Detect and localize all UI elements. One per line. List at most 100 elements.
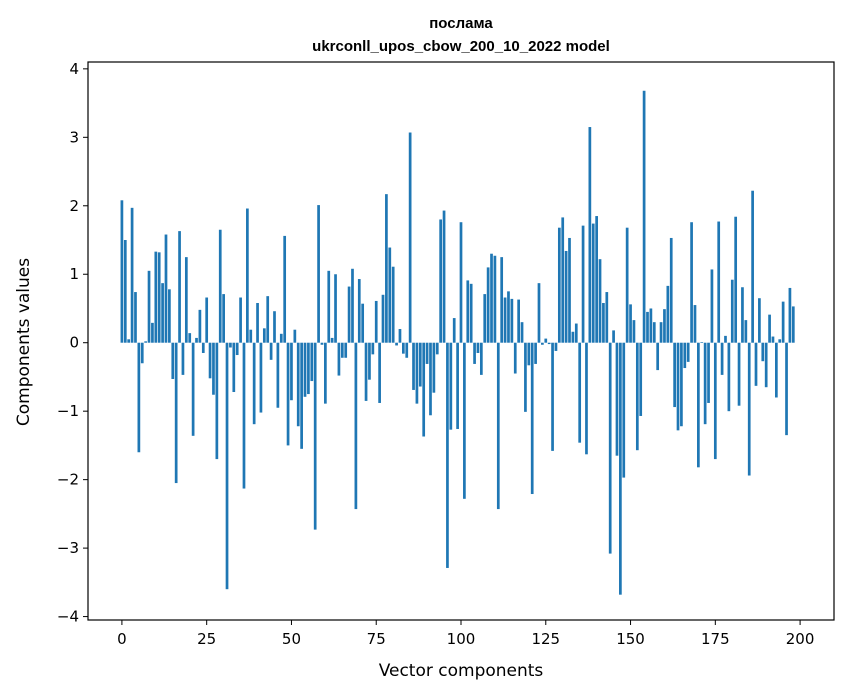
bar-156 (649, 308, 653, 343)
y-tick-label: −2 (57, 471, 79, 489)
bar-158 (656, 342, 660, 371)
bar-179 (727, 342, 731, 412)
bar-152 (635, 342, 639, 451)
bar-187 (754, 342, 758, 386)
bar-118 (520, 322, 524, 343)
bar-64 (337, 342, 341, 376)
bar-120 (527, 342, 531, 366)
bar-0 (120, 200, 124, 343)
bar-116 (513, 342, 517, 374)
bar-123 (537, 283, 541, 343)
bar-18 (181, 342, 185, 375)
bar-173 (707, 342, 710, 403)
bar-85 (408, 132, 412, 343)
bar-112 (500, 257, 504, 343)
bar-155 (646, 311, 649, 343)
y-tick-label: 2 (69, 197, 79, 215)
bar-6 (140, 342, 144, 364)
y-tick-label: −1 (57, 402, 79, 420)
bar-88 (418, 342, 422, 387)
bar-194 (778, 339, 782, 343)
bar-16 (174, 342, 178, 484)
bar-136 (581, 225, 585, 343)
bar-177 (720, 342, 724, 375)
bar-190 (764, 342, 768, 388)
bar-23 (198, 309, 202, 343)
bar-46 (276, 342, 280, 408)
bar-115 (510, 298, 514, 343)
bar-58 (317, 205, 320, 343)
bar-159 (659, 322, 663, 343)
bar-80 (391, 266, 395, 343)
bar-17 (178, 231, 181, 343)
bar-98 (452, 318, 456, 343)
bar-47 (279, 333, 283, 343)
bar-91 (429, 342, 432, 416)
x-tick-label: 100 (447, 630, 476, 648)
bar-192 (771, 336, 775, 343)
bar-22 (195, 337, 198, 343)
bar-1 (123, 240, 127, 343)
y-tick-label: 4 (69, 60, 79, 78)
bar-186 (751, 190, 754, 343)
bar-51 (293, 329, 297, 343)
bar-111 (496, 342, 500, 510)
bar-38 (249, 329, 253, 343)
bar-81 (395, 342, 398, 346)
bar-86 (412, 342, 415, 390)
y-tick-label: 3 (69, 128, 79, 146)
bar-33 (232, 342, 236, 393)
bar-61 (327, 270, 331, 343)
bar-30 (222, 294, 225, 343)
bar-146 (615, 342, 619, 456)
bar-191 (768, 314, 771, 343)
bar-10 (154, 251, 158, 343)
bar-41 (259, 342, 263, 413)
bar-52 (296, 342, 300, 427)
bar-150 (629, 304, 632, 343)
bar-19 (184, 257, 188, 343)
x-axis-ticks: 0 25 50 75 100 125 150 175 200 (117, 620, 814, 648)
bar-110 (493, 255, 497, 343)
bar-124 (541, 342, 544, 345)
bar-53 (300, 342, 303, 449)
bar-178 (724, 335, 727, 343)
bar-198 (791, 306, 795, 343)
bar-141 (598, 259, 602, 343)
bar-149 (625, 227, 629, 343)
bar-171 (700, 342, 704, 343)
bar-135 (578, 342, 582, 443)
bar-55 (307, 342, 310, 395)
bar-121 (530, 342, 534, 495)
bar-185 (747, 342, 751, 476)
bar-140 (595, 216, 598, 343)
bar-20 (188, 333, 192, 343)
bar-125 (544, 338, 548, 343)
bar-83 (402, 342, 405, 354)
bar-25 (205, 297, 209, 343)
bar-127 (551, 342, 554, 451)
bar-176 (717, 221, 721, 343)
bar-27 (212, 342, 215, 395)
bar-151 (632, 320, 636, 343)
bar-101 (463, 342, 466, 499)
bar-15 (171, 342, 175, 379)
bar-69 (354, 342, 358, 510)
bar-148 (622, 342, 626, 478)
y-axis-label: Components values (14, 258, 34, 426)
y-axis-ticks: −4 −3 −2 −1 0 1 2 3 4 (57, 60, 88, 626)
bar-54 (303, 342, 307, 397)
bar-97 (449, 342, 453, 430)
bar-130 (561, 217, 565, 343)
bar-193 (775, 342, 778, 398)
bar-99 (456, 342, 459, 429)
bar-168 (690, 222, 693, 343)
bar-188 (758, 298, 761, 343)
bar-105 (476, 342, 480, 353)
bar-113 (503, 297, 507, 343)
bar-76 (378, 342, 381, 403)
bar-12 (161, 283, 164, 343)
bar-160 (663, 309, 666, 343)
bar-84 (405, 342, 409, 358)
bar-87 (415, 342, 419, 404)
